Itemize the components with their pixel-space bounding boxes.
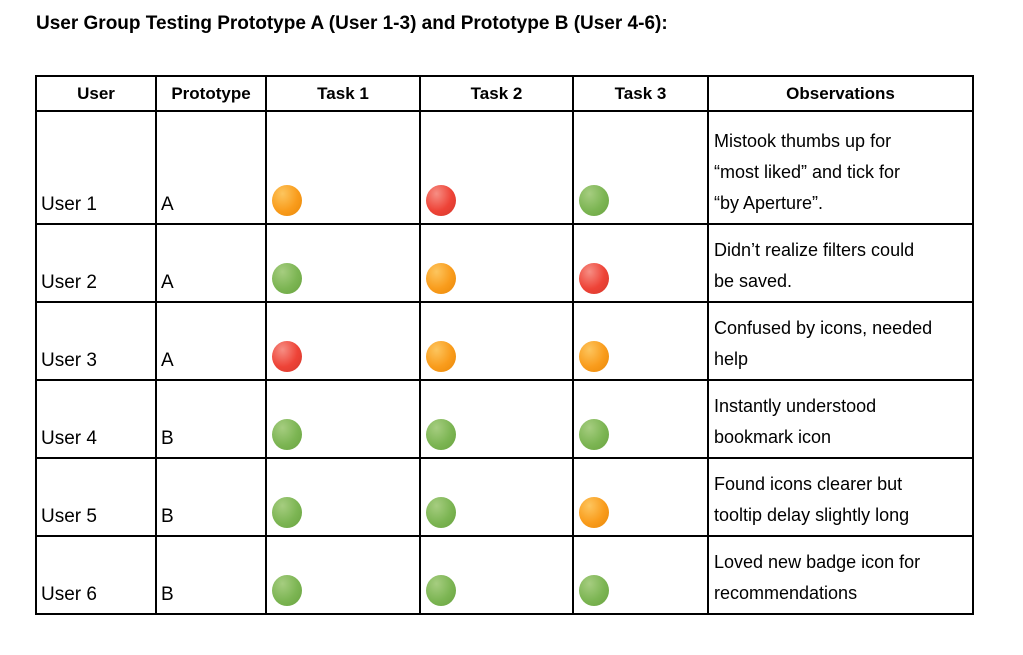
column-header-task-2: Task 2 [419, 75, 574, 112]
task3-cell [572, 457, 709, 537]
prototype-cell: B [155, 379, 267, 459]
task1-cell [265, 535, 421, 615]
page-title: User Group Testing Prototype A (User 1-3… [36, 13, 668, 34]
task2-cell [419, 110, 574, 225]
prototype-cell: B [155, 535, 267, 615]
orange-status-dot [579, 341, 609, 372]
task2-cell [419, 301, 574, 381]
user-cell: User 6 [35, 535, 157, 615]
red-status-dot [272, 341, 302, 372]
observation-cell: Mistook thumbs up for “most liked” and t… [707, 110, 974, 225]
orange-status-dot [272, 185, 302, 216]
user-cell: User 5 [35, 457, 157, 537]
user-cell: User 4 [35, 379, 157, 459]
observation-cell: Loved new badge icon for recommendations [707, 535, 974, 615]
task3-cell [572, 535, 709, 615]
task2-cell [419, 379, 574, 459]
task1-cell [265, 301, 421, 381]
task1-cell [265, 223, 421, 303]
table-row: User 5 B Found icons clearer but tooltip d… [35, 457, 974, 537]
table-row: User 1 A Mistook thumbs up for “most liked… [35, 110, 974, 225]
task3-cell [572, 379, 709, 459]
task2-cell [419, 535, 574, 615]
prototype-cell: A [155, 110, 267, 225]
user-testing-table: User Prototype Task 1 Task 2 Task 3 Observati… [35, 75, 974, 615]
column-header-observations: Observations [707, 75, 974, 112]
column-header-user: User [35, 75, 157, 112]
table-row: User 2 A Didn’t realize filters could be s… [35, 223, 974, 303]
observation-cell: Didn’t realize filters could be saved. [707, 223, 974, 303]
green-status-dot [426, 419, 456, 450]
green-status-dot [579, 419, 609, 450]
user-cell: User 3 [35, 301, 157, 381]
prototype-cell: A [155, 301, 267, 381]
orange-status-dot [579, 497, 609, 528]
green-status-dot [272, 419, 302, 450]
observation-cell: Found icons clearer but tooltip delay sl… [707, 457, 974, 537]
task3-cell [572, 110, 709, 225]
red-status-dot [579, 263, 609, 294]
task3-cell [572, 301, 709, 381]
table-header-row: User Prototype Task 1 Task 2 Task 3 Observati… [35, 75, 974, 112]
column-header-prototype: Prototype [155, 75, 267, 112]
green-status-dot [579, 185, 609, 216]
table-row: User 4 B Instantly understood bookmark ico… [35, 379, 974, 459]
orange-status-dot [426, 263, 456, 294]
green-status-dot [579, 575, 609, 606]
task1-cell [265, 457, 421, 537]
red-status-dot [426, 185, 456, 216]
observation-cell: Confused by icons, needed help [707, 301, 974, 381]
prototype-cell: A [155, 223, 267, 303]
green-status-dot [426, 575, 456, 606]
prototype-cell: B [155, 457, 267, 537]
observation-cell: Instantly understood bookmark icon [707, 379, 974, 459]
green-status-dot [272, 263, 302, 294]
task2-cell [419, 223, 574, 303]
column-header-task-3: Task 3 [572, 75, 709, 112]
task1-cell [265, 379, 421, 459]
user-cell: User 2 [35, 223, 157, 303]
orange-status-dot [426, 341, 456, 372]
user-cell: User 1 [35, 110, 157, 225]
table-row: User 6 B Loved new badge icon for recommen… [35, 535, 974, 615]
task3-cell [572, 223, 709, 303]
task2-cell [419, 457, 574, 537]
task1-cell [265, 110, 421, 225]
green-status-dot [426, 497, 456, 528]
green-status-dot [272, 575, 302, 606]
table-row: User 3 A Confused by icons, needed help [35, 301, 974, 381]
green-status-dot [272, 497, 302, 528]
column-header-task-1: Task 1 [265, 75, 421, 112]
